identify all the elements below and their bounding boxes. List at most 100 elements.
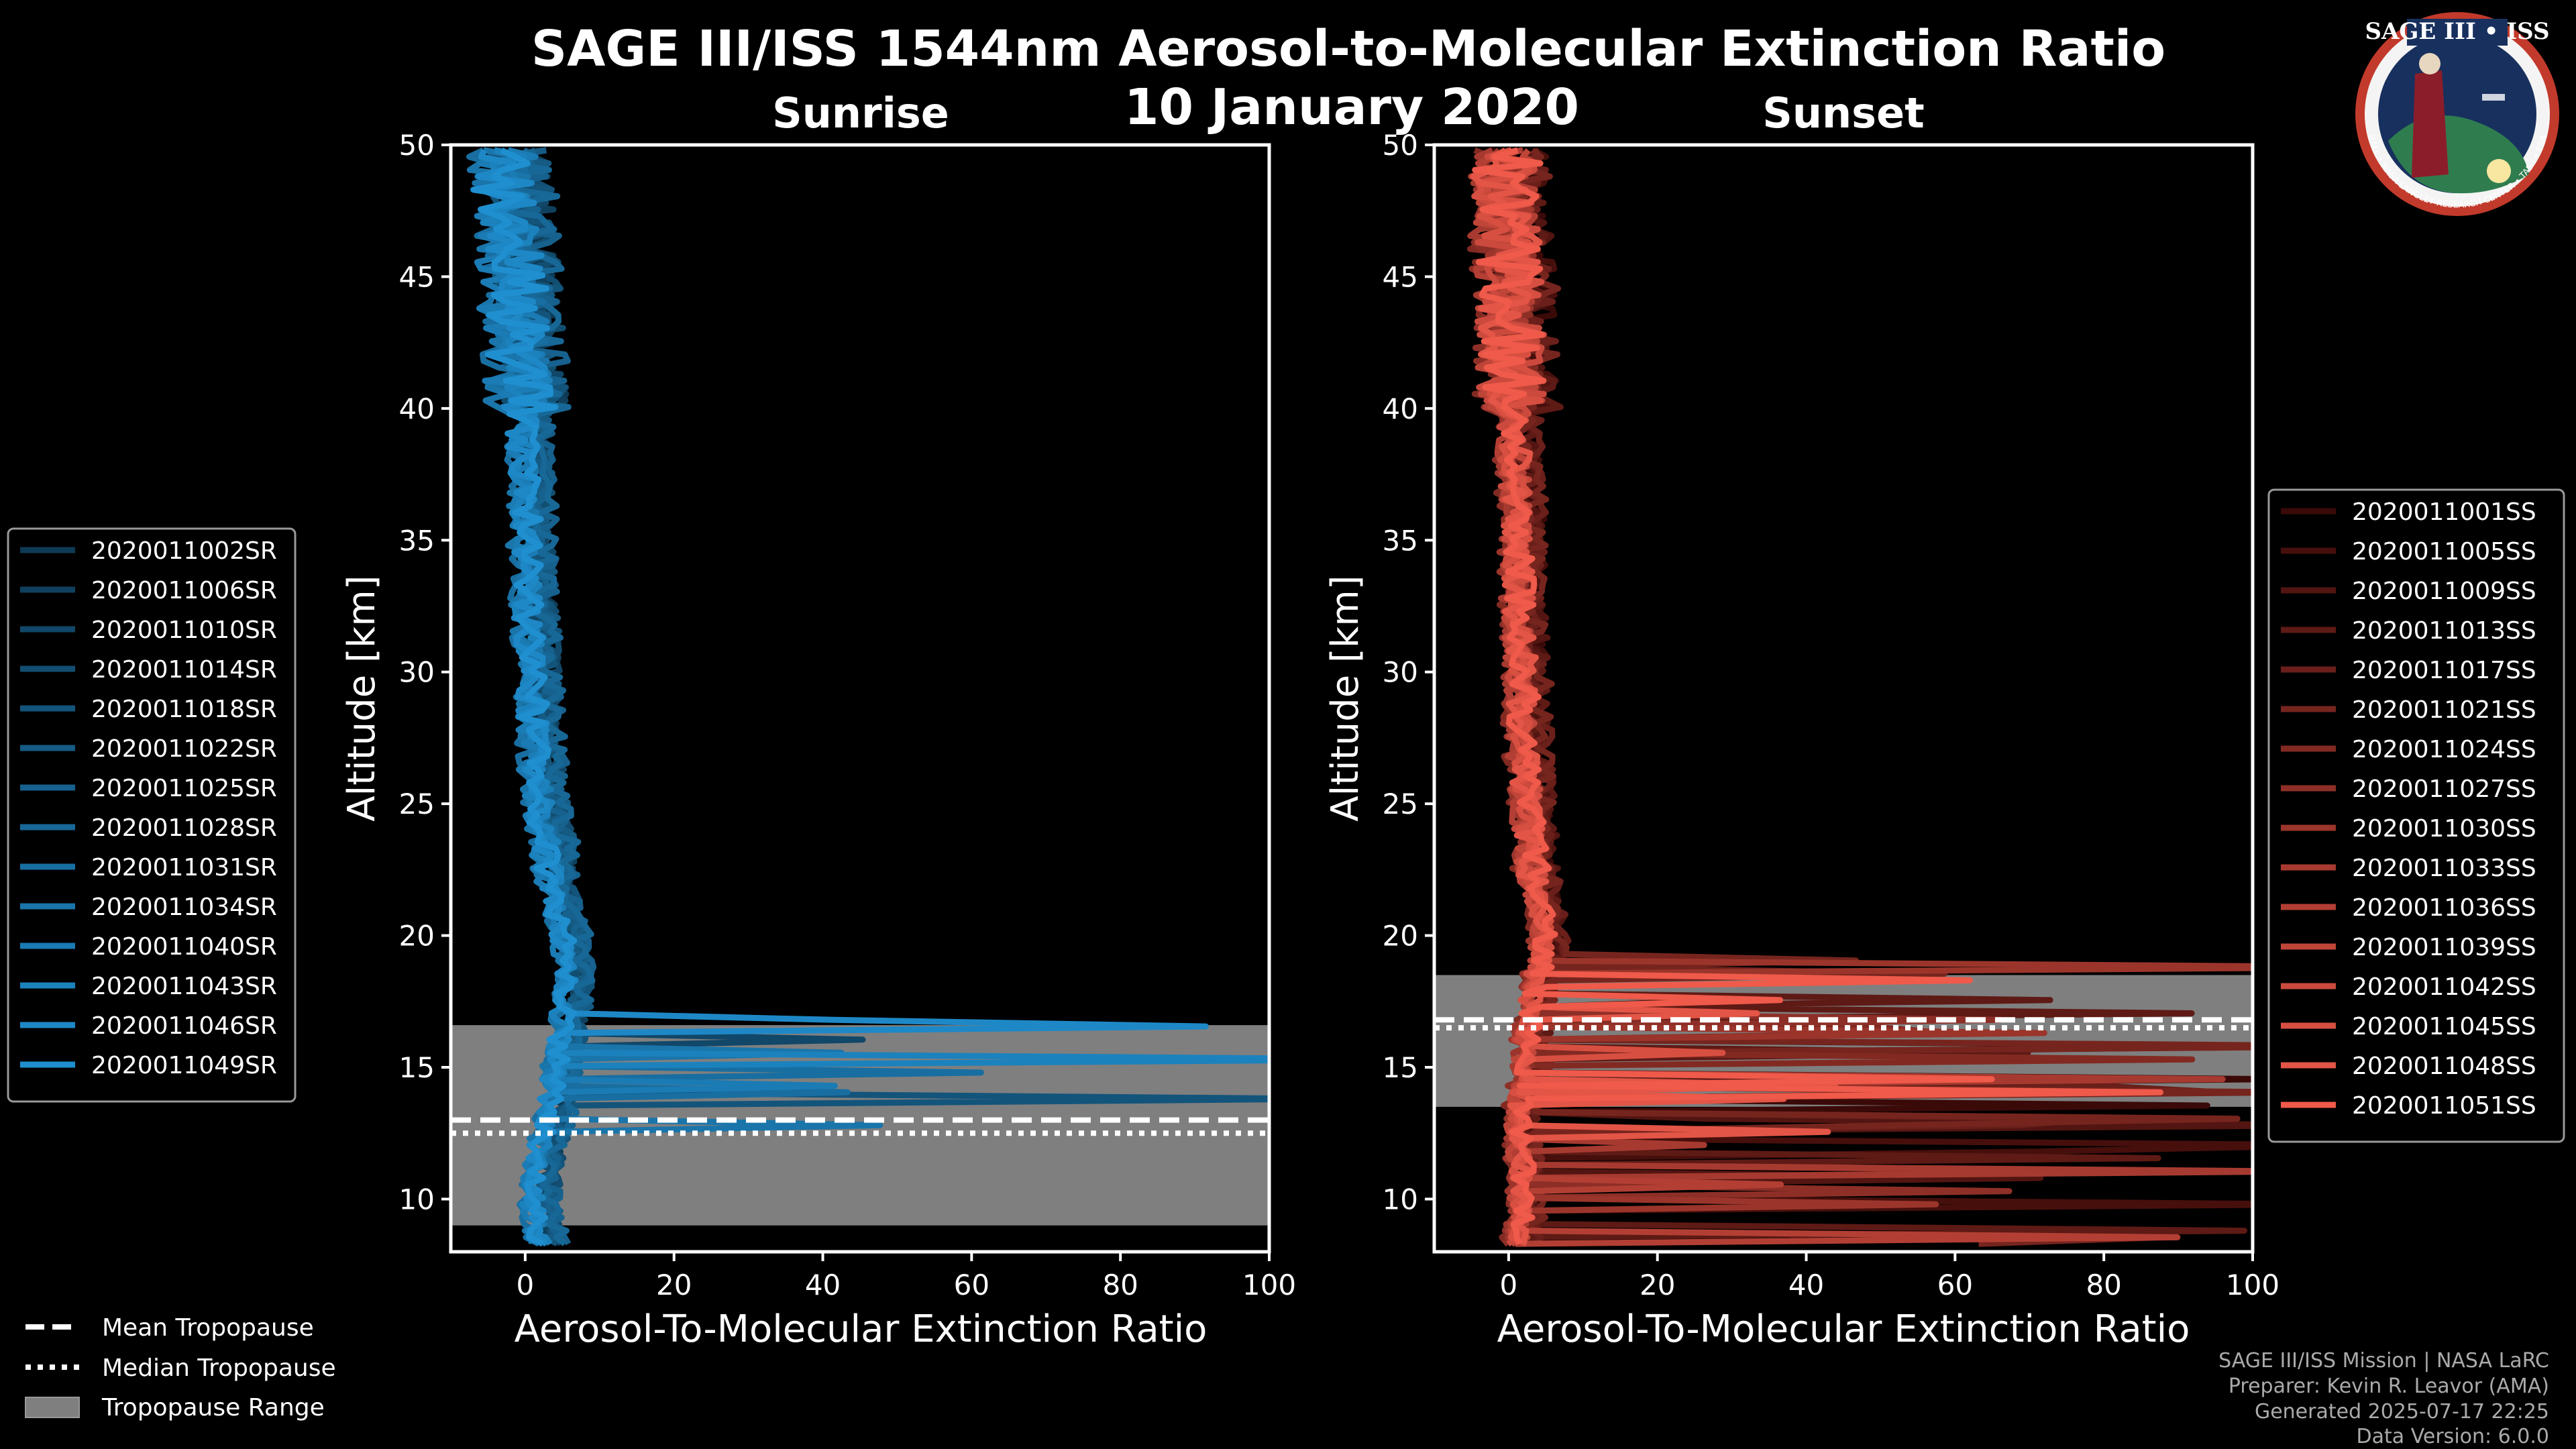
sunrise-x-ticks: 0 20 40 60 80 100 xyxy=(517,1252,1296,1301)
legend-entry: 2020011006SR xyxy=(91,577,277,604)
sunset-profile-lines xyxy=(1467,147,2253,1247)
logo-moon xyxy=(2487,159,2511,183)
footer-generated: Generated 2025-07-17 22:25 xyxy=(2255,1400,2549,1424)
legend-entry: 2020011013SS xyxy=(2352,617,2536,645)
legend-entry: 2020011014SR xyxy=(91,656,277,684)
legend-entry: 2020011022SR xyxy=(91,735,277,763)
sunset-legend: 2020011001SS 2020011005SS 2020011009SS 2020… xyxy=(2267,488,2565,1143)
sunrise-panel-title: Sunrise xyxy=(772,89,949,138)
x-tick-label: 40 xyxy=(805,1269,841,1301)
y-tick-label: 45 xyxy=(399,260,435,293)
sunrise-plot-frame xyxy=(449,143,1271,1254)
sunrise-panel: Sunrise 0 20 40 60 80 100 101520253035404550 … xyxy=(340,89,1296,1351)
legend-frame xyxy=(7,527,297,1103)
legend-entry: 2020011031SR xyxy=(91,854,277,881)
x-tick-label: 80 xyxy=(2086,1269,2121,1301)
y-tick-label: 15 xyxy=(399,1051,435,1084)
y-tick-label: 25 xyxy=(399,788,435,820)
sunset-y-ticks: 10 15 20 25 30 35 40 45 50 xyxy=(1383,129,1434,1216)
sage-mission-logo: SAGE III • ISS BALL • NASA LANGLEY RESEA… xyxy=(2355,12,2559,216)
x-tick-label: 40 xyxy=(1788,1269,1824,1301)
figure-title: SAGE III/ISS 1544nm Aerosol-to-Molecular… xyxy=(531,20,2165,78)
y-tick-label: 10 xyxy=(1383,1183,1418,1216)
figure-date: 10 January 2020 xyxy=(1124,78,1579,136)
legend-entry: 2020011039SS xyxy=(2352,934,2536,961)
x-tick-label: 20 xyxy=(1640,1269,1675,1301)
legend-frame xyxy=(2267,488,2565,1143)
x-tick-label: 100 xyxy=(2226,1269,2279,1301)
logo-figure-head xyxy=(2419,53,2440,74)
x-tick-label: 0 xyxy=(517,1269,535,1301)
y-tick-label: 45 xyxy=(1383,260,1418,293)
y-tick-label: 30 xyxy=(1383,656,1418,689)
profile-line xyxy=(1470,147,1838,1245)
legend-entry: 2020011024SS xyxy=(2352,736,2536,763)
footer: SAGE III/ISS Mission | NASA LaRC Prepare… xyxy=(2218,1349,2549,1448)
footer-preparer: Preparer: Kevin R. Leavor (AMA) xyxy=(2229,1375,2549,1398)
legend-entry: 2020011027SS xyxy=(2352,775,2536,803)
tropopause-range-swatch xyxy=(25,1397,80,1418)
y-tick-label: 10 xyxy=(399,1183,435,1216)
y-tick-label: 40 xyxy=(399,392,435,425)
y-tick-label: 35 xyxy=(399,524,435,557)
legend-entry: 2020011045SS xyxy=(2352,1013,2536,1040)
y-tick-label: 20 xyxy=(1383,920,1418,953)
sunset-x-ticks: 0 20 40 60 80 100 xyxy=(1500,1252,2279,1301)
legend-entry: 2020011017SS xyxy=(2352,657,2536,684)
x-tick-label: 60 xyxy=(954,1269,989,1301)
x-tick-label: 60 xyxy=(1937,1269,1973,1301)
logo-station xyxy=(2482,94,2505,101)
tropopause-legend: Mean Tropopause Median Tropopause Tropop… xyxy=(25,1314,336,1421)
y-tick-label: 20 xyxy=(399,920,435,953)
y-tick-label: 15 xyxy=(1383,1051,1418,1084)
sunset-y-axis-label: Altitude [km] xyxy=(1324,575,1367,821)
y-tick-label: 35 xyxy=(1383,524,1418,557)
logo-banner xyxy=(2407,19,2508,46)
tropopause-range-label: Tropopause Range xyxy=(101,1394,325,1421)
y-tick-label: 50 xyxy=(399,129,435,162)
legend-entry: 2020011034SR xyxy=(91,894,277,921)
legend-entry: 2020011028SR xyxy=(91,814,277,842)
sunrise-legend: 2020011002SR 2020011006SR 2020011010SR 2020… xyxy=(7,527,297,1103)
y-tick-label: 40 xyxy=(1383,392,1418,425)
logo-title: SAGE III • ISS xyxy=(2365,18,2549,45)
x-tick-label: 100 xyxy=(1242,1269,1296,1301)
legend-entry: 2020011051SS xyxy=(2352,1092,2536,1120)
legend-entry: 2020011036SS xyxy=(2352,894,2536,922)
profile-line xyxy=(471,147,578,1247)
x-tick-label: 80 xyxy=(1102,1269,1138,1301)
legend-entry: 2020011001SS xyxy=(2352,498,2536,526)
profile-line xyxy=(1472,147,2163,1245)
logo-figure-robe xyxy=(2412,70,2449,178)
sunset-plot-frame xyxy=(1432,143,2255,1254)
y-tick-label: 25 xyxy=(1383,788,1418,820)
sunrise-profile-lines xyxy=(466,147,1269,1247)
sunrise-y-axis-label: Altitude [km] xyxy=(340,575,384,821)
legend-entry: 2020011048SS xyxy=(2352,1053,2536,1080)
legend-entry: 2020011002SR xyxy=(91,537,277,565)
sunset-x-axis-label: Aerosol-To-Molecular Extinction Ratio xyxy=(1497,1307,2190,1351)
sunset-tropopause-lines xyxy=(1434,1017,2253,1031)
x-tick-label: 0 xyxy=(1500,1269,1518,1301)
legend-entry: 2020011030SS xyxy=(2352,815,2536,843)
legend-entry: 2020011046SR xyxy=(91,1012,277,1040)
sunrise-x-axis-label: Aerosol-To-Molecular Extinction Ratio xyxy=(515,1307,1208,1351)
legend-entry: 2020011009SS xyxy=(2352,578,2536,605)
median-tropopause-label: Median Tropopause xyxy=(102,1354,336,1382)
legend-entry: 2020011040SR xyxy=(91,933,277,961)
sunset-panel-title: Sunset xyxy=(1762,89,1925,138)
y-tick-label: 30 xyxy=(399,656,435,689)
sunrise-y-ticks: 10 15 20 25 30 35 40 45 50 xyxy=(399,129,451,1216)
sunrise-tropopause-lines xyxy=(451,1117,1269,1136)
legend-entry: 2020011042SS xyxy=(2352,973,2536,1001)
legend-entry: 2020011049SR xyxy=(91,1052,277,1079)
legend-entry: 2020011025SR xyxy=(91,775,277,802)
x-tick-label: 20 xyxy=(656,1269,692,1301)
legend-entry: 2020011010SR xyxy=(91,616,277,644)
footer-version: Data Version: 6.0.0 xyxy=(2357,1425,2549,1448)
legend-entry: 2020011021SS xyxy=(2352,696,2536,724)
sunset-panel: Sunset 0 20 40 60 80 100 10 15 20 25 30 35 40 45 50 A… xyxy=(1324,89,2279,1351)
y-tick-label: 50 xyxy=(1383,129,1418,162)
legend-entry: 2020011005SS xyxy=(2352,538,2536,566)
